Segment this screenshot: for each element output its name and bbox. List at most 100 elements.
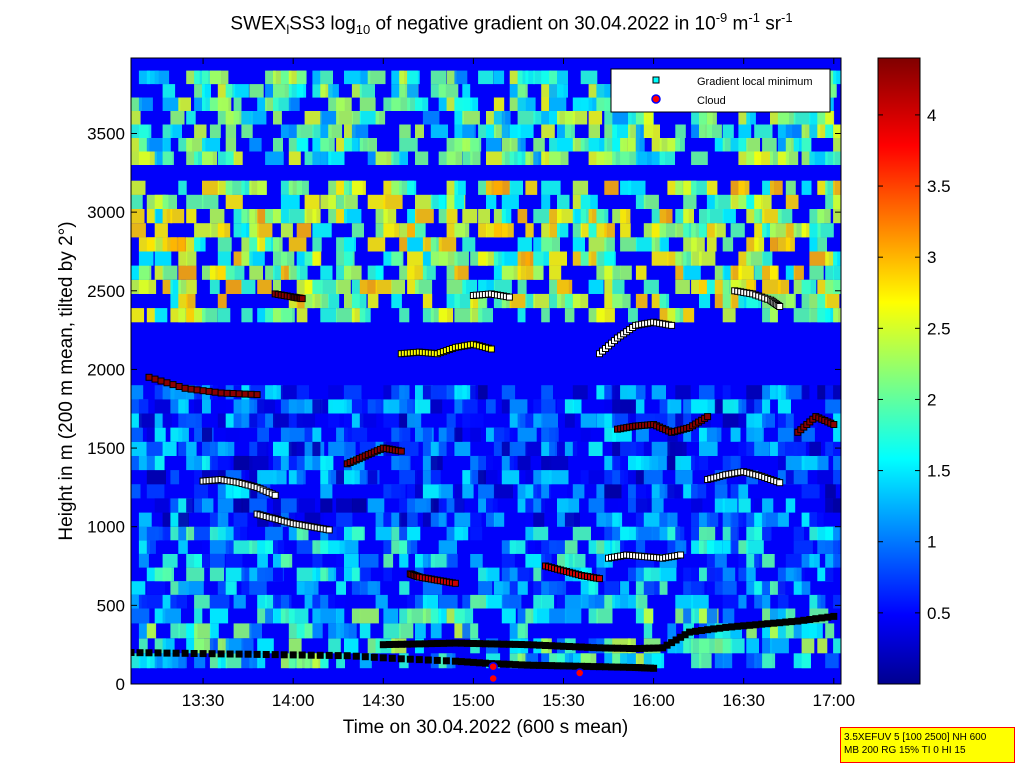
- minimum-marker: [397, 640, 405, 648]
- heatmap-cell: [430, 399, 443, 414]
- heatmap-cell: [186, 581, 204, 595]
- heatmap-cell: [438, 84, 459, 98]
- heatmap-cell: [273, 138, 283, 152]
- heatmap-cell: [304, 293, 314, 309]
- heatmap-cell: [296, 138, 309, 152]
- heatmap-cell: [801, 484, 820, 499]
- minimum-marker: [163, 379, 171, 387]
- heatmap-cell: [486, 498, 498, 513]
- heatmap-cell: [659, 567, 677, 582]
- heatmap-cell: [517, 567, 534, 582]
- heatmap-cell: [801, 138, 812, 152]
- heatmap-cell: [588, 581, 599, 595]
- heatmap-cell: [296, 498, 315, 513]
- heatmap-cell: [746, 279, 757, 294]
- legend: Gradient local minimum Cloud: [610, 68, 831, 113]
- heatmap-cell: [154, 399, 173, 414]
- heatmap-cell: [462, 84, 471, 98]
- heatmap-cell: [501, 399, 510, 414]
- heatmap-cell: [399, 540, 408, 554]
- colorbar-tick-label: 1.5: [927, 462, 951, 481]
- heatmap-cell: [817, 180, 828, 195]
- minimum-marker: [523, 661, 531, 669]
- heatmap-cell: [391, 151, 401, 165]
- heatmap-cell: [265, 413, 275, 428]
- heatmap-cell: [399, 385, 410, 400]
- minimum-marker: [824, 613, 832, 621]
- heatmap-cell: [564, 124, 575, 138]
- minimum-marker: [421, 640, 429, 648]
- heatmap-cell: [675, 441, 687, 456]
- heatmap-cell: [233, 540, 253, 554]
- heatmap-cell: [675, 265, 685, 280]
- heatmap-cell: [415, 124, 424, 138]
- colorbar-tick-label: 4: [927, 106, 936, 125]
- heatmap-cell: [407, 279, 419, 294]
- heatmap-cell: [454, 308, 472, 323]
- heatmap-cell: [375, 279, 392, 294]
- heatmap-cell: [785, 608, 796, 624]
- heatmap-cell: [312, 623, 323, 639]
- minimum-marker: [716, 624, 724, 632]
- heatmap-cell: [296, 265, 308, 280]
- heatmap-cell: [738, 594, 747, 609]
- minimum-marker: [190, 650, 198, 657]
- minimum-marker: [608, 644, 615, 652]
- minimum-marker: [650, 664, 658, 672]
- y-tick-label: 3500: [87, 124, 125, 143]
- minimum-marker: [325, 526, 333, 534]
- heatmap-cell: [722, 498, 738, 513]
- minimum-marker: [740, 622, 748, 630]
- heatmap-cell: [446, 427, 455, 442]
- heatmap-cell: [415, 279, 433, 294]
- heatmap-cell: [265, 608, 274, 624]
- heatmap-cell: [359, 70, 371, 85]
- heatmap-cell: [438, 97, 447, 111]
- heatmap-cell: [178, 581, 189, 595]
- heatmap-cell: [762, 180, 774, 195]
- heatmap-cell: [170, 209, 185, 224]
- heatmap-cell: [620, 209, 631, 224]
- legend-marker-minimum: [652, 76, 660, 84]
- heatmap-cell: [517, 581, 528, 595]
- heatmap-cell: [754, 124, 773, 138]
- minimum-marker: [388, 654, 396, 662]
- heatmap-cell: [746, 623, 757, 639]
- colorbar-tick-label: 3: [927, 248, 936, 267]
- heatmap-cell: [178, 540, 188, 554]
- heatmap-cell: [280, 554, 293, 568]
- heatmap-cell: [635, 512, 647, 527]
- heatmap-cell: [273, 470, 287, 485]
- heatmap-cell: [257, 554, 268, 568]
- heatmap-cell: [486, 151, 505, 165]
- heatmap-cell: [691, 653, 702, 669]
- heatmap-cell: [131, 223, 146, 238]
- heatmap-cell: [762, 399, 771, 414]
- heatmap-cell: [296, 70, 307, 85]
- heatmap-cell: [273, 413, 292, 428]
- heatmap-cell: [675, 526, 685, 541]
- heatmap-cell: [462, 151, 473, 165]
- heatmap-cell: [194, 124, 207, 138]
- heatmap-cell: [225, 581, 237, 595]
- heatmap-cell: [241, 308, 253, 323]
- heatmap-cell: [825, 111, 835, 125]
- minimum-marker: [439, 639, 447, 647]
- heatmap-cell: [738, 124, 752, 138]
- heatmap-cell: [833, 554, 841, 568]
- minimum-marker: [391, 640, 399, 648]
- minimum-marker: [590, 644, 597, 652]
- heatmap-cell: [241, 638, 254, 654]
- heatmap-cell: [777, 279, 790, 294]
- heatmap-cell: [351, 581, 362, 595]
- heatmap-cell: [454, 180, 466, 195]
- minimum-marker: [325, 651, 333, 659]
- heatmap-cell: [359, 84, 375, 98]
- heatmap-cell: [375, 526, 392, 541]
- heatmap-cell: [612, 124, 631, 138]
- heatmap-cell: [549, 265, 562, 280]
- minimum-marker: [475, 640, 483, 648]
- heatmap-cell: [462, 279, 478, 294]
- heatmap-cell: [762, 638, 773, 654]
- heatmap-cell: [549, 427, 559, 442]
